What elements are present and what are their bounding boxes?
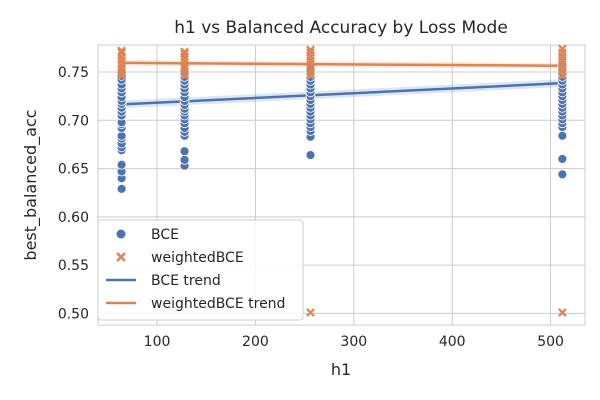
- legend-marker-bce: [116, 229, 126, 239]
- data-points: [116, 44, 568, 317]
- x-tick-label: 300: [340, 334, 367, 350]
- trend-line: [121, 81, 563, 106]
- trend-line: [121, 61, 563, 68]
- data-point-bce: [305, 150, 316, 160]
- x-tick-label: 500: [537, 334, 564, 350]
- data-point-bce: [557, 130, 568, 141]
- y-tick-label: 0.65: [58, 162, 89, 178]
- y-tick-label: 0.50: [58, 306, 89, 322]
- data-point-bce: [179, 154, 190, 165]
- data-point-weightedbce: [180, 49, 189, 59]
- y-axis-ticks: 0.50 0.55 0.60 0.65 0.70 0.75: [58, 65, 89, 322]
- legend-marker-weightedbce: [116, 252, 126, 262]
- data-point-weightedbce: [117, 48, 126, 58]
- chart-title: h1 vs Balanced Accuracy by Loss Mode: [174, 18, 508, 38]
- y-tick-label: 0.75: [58, 65, 89, 81]
- x-tick-label: 200: [242, 334, 269, 350]
- x-axis-ticks: 100 200 300 400 500: [144, 334, 564, 350]
- x-axis-label: h1: [331, 360, 351, 379]
- legend-label-bce-trend: BCE trend: [151, 273, 221, 289]
- data-point-weightedbce: [180, 47, 189, 57]
- data-point-bce: [557, 154, 568, 164]
- legend-frame: [97, 219, 304, 321]
- data-point-weightedbce: [557, 308, 567, 317]
- data-point-bce: [116, 159, 127, 170]
- legend: BCE weightedBCE BCE trend weightedBCE tr…: [97, 219, 304, 321]
- data-point-bce: [116, 183, 127, 194]
- trend-lines: [121, 61, 563, 106]
- data-point-weightedbce: [306, 308, 315, 317]
- legend-label-bce: BCE: [151, 227, 179, 243]
- data-point-weightedbce: [117, 46, 126, 56]
- y-tick-label: 0.70: [58, 113, 89, 129]
- y-tick-label: 0.55: [58, 258, 89, 274]
- y-tick-label: 0.60: [58, 210, 89, 226]
- legend-label-weightedbce-trend: weightedBCE trend: [151, 296, 285, 312]
- x-tick-label: 400: [439, 334, 466, 350]
- y-axis-label: best_balanced_acc: [21, 109, 41, 260]
- x-tick-label: 100: [144, 334, 171, 350]
- data-point-bce: [179, 146, 190, 157]
- data-point-weightedbce: [557, 44, 567, 54]
- data-point-weightedbce: [306, 48, 315, 58]
- data-point-bce: [557, 169, 568, 180]
- legend-label-weightedbce: weightedBCE: [151, 250, 244, 266]
- data-point-weightedbce: [306, 45, 315, 55]
